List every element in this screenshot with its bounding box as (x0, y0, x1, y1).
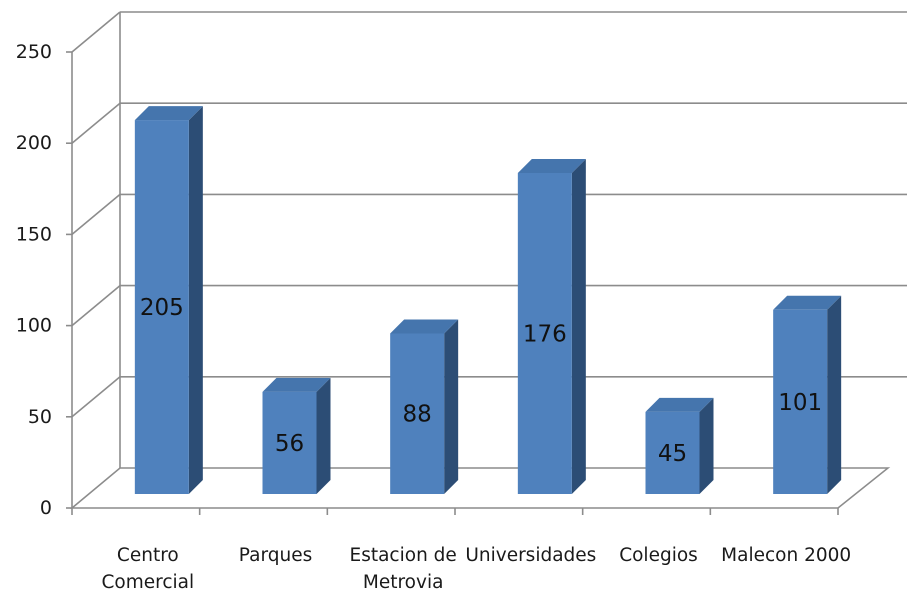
side-wall (72, 12, 120, 508)
y-tick-label-250: 250 (16, 41, 52, 63)
gridline-depth-150 (71, 193, 121, 236)
bar-side-4 (699, 397, 714, 494)
y-tick-label-0: 0 (40, 497, 52, 519)
data-labels: 205 56 88 176 45 101 (140, 295, 822, 467)
x-tick-label-2-line-1: Metrovia (363, 572, 444, 593)
bar-front-2 (390, 333, 445, 494)
bar-3 (517, 158, 586, 494)
y-tick-label-100: 100 (16, 315, 52, 337)
data-label-0: 205 (140, 295, 184, 321)
bar-front-3 (517, 172, 572, 494)
x-tick-label-1-line-0: Parques (239, 545, 312, 566)
bars (134, 106, 842, 494)
x-tick-label-0-line-0: Centro (117, 545, 179, 566)
bar-side-5 (827, 295, 842, 494)
gridline-depth-250 (71, 11, 121, 53)
bar-side-0 (188, 106, 203, 494)
axes (66, 12, 891, 515)
x-tick-label-0: Centro Comercial (102, 545, 195, 593)
bar-top-4 (645, 397, 714, 412)
bar-top-3 (517, 158, 586, 173)
x-tick-label-3: Universidades (465, 545, 596, 566)
bar-0 (134, 106, 203, 494)
x-tick-label-2: Estacion de Metrovia (350, 545, 457, 593)
y-tick-label-150: 150 (16, 223, 52, 245)
x-tick-label-5-line-0: Malecon 2000 (721, 545, 851, 566)
data-label-4: 45 (658, 441, 687, 467)
data-label-5: 101 (778, 390, 822, 416)
bar-front-4 (645, 411, 700, 494)
x-tick-label-5: Malecon 2000 (721, 545, 851, 566)
bar-top-2 (390, 319, 459, 334)
y-tick-label-200: 200 (16, 132, 52, 154)
bar-1 (262, 377, 331, 494)
gridline-depth-100 (71, 284, 121, 327)
x-tick-label-2-line-0: Estacion de (350, 545, 457, 566)
chart-walls (72, 12, 120, 508)
x-axis-category-labels: Centro Comercial Parques Estacion de Metrovi… (102, 545, 852, 593)
x-tick-label-3-line-0: Universidades (465, 545, 596, 566)
y-tick-label-50: 50 (28, 406, 52, 428)
x-tick-label-0-line-1: Comercial (102, 572, 195, 593)
x-tick-label-1: Parques (239, 545, 312, 566)
bar-4 (645, 397, 714, 494)
bar-side-1 (316, 377, 331, 494)
bar-front-1 (262, 391, 317, 494)
y-axis-tick-labels: 0 50 100 150 200 250 (16, 41, 52, 519)
data-label-3: 176 (523, 321, 567, 347)
bar-5 (773, 295, 842, 494)
bar-side-2 (444, 319, 459, 494)
gridline-depth-200 (71, 102, 121, 144)
bar-front-0 (134, 120, 189, 494)
bar-front-5 (773, 309, 828, 494)
data-label-2: 88 (403, 402, 432, 428)
x-tick-label-4: Colegios (619, 545, 698, 566)
bar-top-5 (773, 295, 842, 310)
bar-top-1 (262, 377, 331, 392)
bar-2 (390, 319, 459, 494)
bar-side-3 (571, 158, 586, 494)
gridline-depth-50 (71, 376, 121, 418)
data-label-1: 56 (275, 431, 304, 457)
x-tick-label-4-line-0: Colegios (619, 545, 698, 566)
bar-top-0 (134, 106, 203, 121)
